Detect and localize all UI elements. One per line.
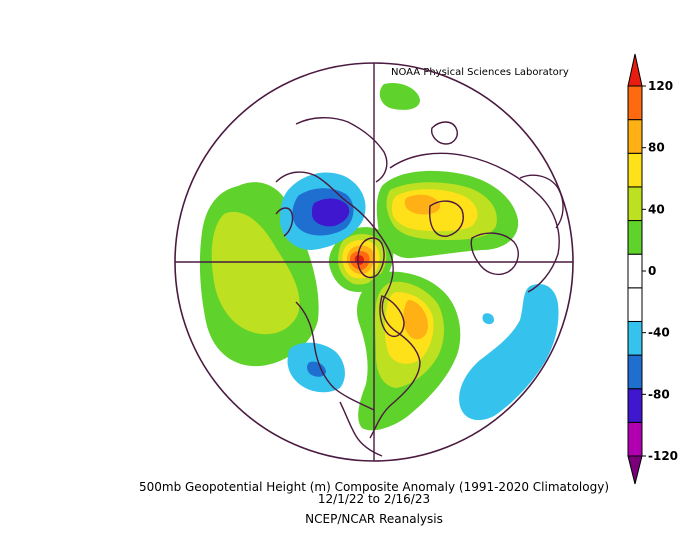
colorbar-segment [627,85,643,121]
anomaly-field [199,82,559,431]
eurasia-ridge-100 [404,194,441,215]
colorbar-segment [627,253,643,289]
colorbar-tick-label: 120 [648,79,673,93]
globe-outline [174,62,574,462]
source-text: NCEP/NCAR Reanalysis [305,512,443,526]
colorbar-segment [627,287,643,322]
arctic-top-40 [379,82,420,110]
coast-asia-east [295,117,388,183]
alaska-trough-80 [312,198,350,227]
colorbar-segment [627,388,643,423]
colorbar-segment [627,421,643,457]
coast-japan [275,207,294,237]
colorbar-tick-label: 0 [648,264,656,278]
coast-europe [470,232,519,276]
small-trough-40 [482,313,494,325]
coast-west-us [295,301,375,411]
coast-north-america [275,171,421,439]
date-range: 12/1/22 to 2/16/23 [318,492,430,506]
credit-text: NOAA Physical Sciences Laboratory [391,67,569,78]
atlantic-ridge-100 [403,300,428,340]
colorbar-arrow-bottom [627,455,643,485]
map-frame [174,62,574,462]
colorbar-tick-label: -80 [648,387,670,401]
colorbar-segment [627,354,643,390]
colorbar-segment [627,119,643,154]
west-us-trough-60 [307,361,326,377]
coast-hudson [379,295,405,338]
colorbar-arrow-top [627,53,643,87]
colorbar: 120 80 40 0 -40 -80 -120 [627,53,678,485]
colorbar-segment [627,320,643,356]
colorbar-segment [627,186,643,222]
colorbar-tick-label: -120 [648,449,678,463]
coast-eurasia [389,152,560,293]
europe-trough-40 [459,284,559,421]
coast-scandinavia [429,200,464,237]
colorbar-segment [627,152,643,188]
colorbar-tick-label: 80 [648,141,665,155]
colorbar-tick-label: 40 [648,202,665,216]
colorbar-tick-label: -40 [648,326,670,340]
map-title: 500mb Geopotential Height (m) Composite … [139,480,609,494]
pacific-ridge-60 [211,211,300,335]
colorbar-segment [627,220,643,255]
coast-islands [431,121,458,145]
